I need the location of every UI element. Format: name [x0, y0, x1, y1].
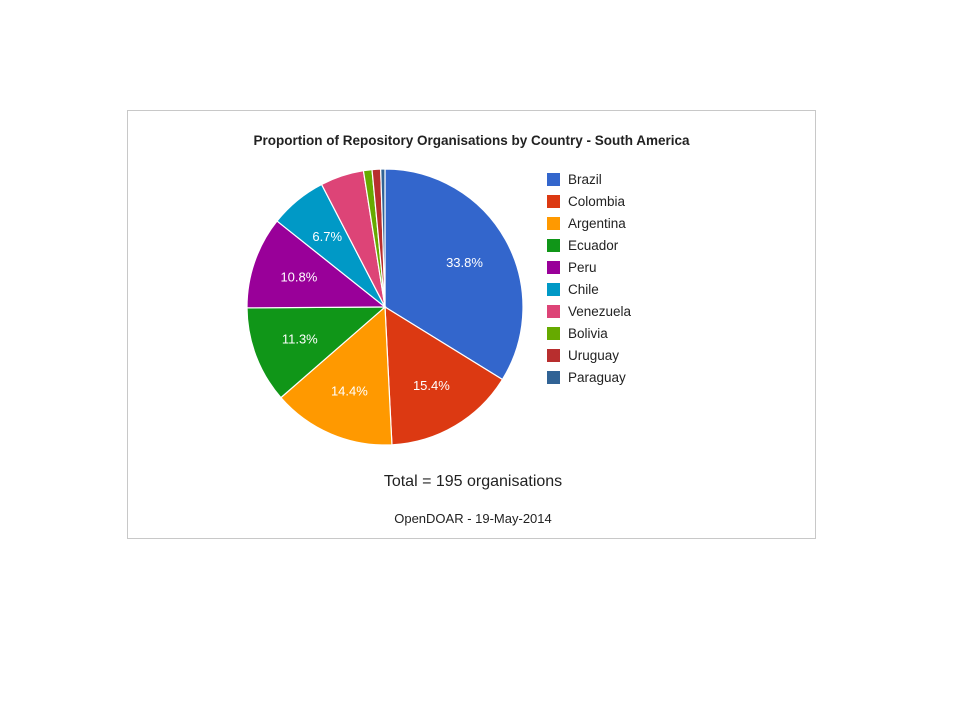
legend-item-paraguay[interactable]: Paraguay [547, 366, 631, 388]
legend-label: Chile [568, 281, 599, 297]
legend-label: Argentina [568, 215, 626, 231]
legend-swatch [547, 370, 560, 384]
legend-swatch [547, 238, 560, 252]
legend-swatch [547, 260, 560, 274]
pie-chart: 33.8% 15.4% 14.4% 11.3% 10.8% 6.7% [246, 168, 524, 446]
legend-swatch [547, 304, 560, 318]
slice-label-brazil: 33.8% [446, 255, 483, 270]
legend-item-chile[interactable]: Chile [547, 278, 631, 300]
slice-label-peru: 10.8% [280, 270, 317, 285]
legend-item-bolivia[interactable]: Bolivia [547, 322, 631, 344]
slice-label-chile: 6.7% [312, 229, 342, 244]
pie-slice-brazil[interactable] [384, 168, 524, 381]
legend-swatch [547, 326, 560, 340]
total-label: Total = 195 organisations [383, 473, 563, 490]
slice-label-ecuador: 11.3% [282, 332, 318, 347]
pie-slice-paraguay[interactable] [380, 168, 386, 308]
legend-item-brazil[interactable]: Brazil [547, 168, 631, 190]
legend-swatch [547, 348, 560, 362]
legend-item-uruguay[interactable]: Uruguay [547, 344, 631, 366]
legend-label: Venezuela [568, 303, 632, 319]
pie-slice-argentina[interactable] [280, 305, 393, 446]
legend-label: Ecuador [568, 237, 619, 253]
legend-label: Bolivia [568, 325, 608, 341]
legend-item-peru[interactable]: Peru [547, 256, 631, 278]
legend-item-ecuador[interactable]: Ecuador [547, 234, 631, 256]
chart-title: Proportion of Repository Organisations b… [253, 133, 690, 148]
source-label: OpenDOAR - 19-May-2014 [394, 511, 552, 526]
legend-label: Colombia [568, 193, 626, 209]
chart-container: Proportion of Repository Organisations b… [127, 110, 816, 539]
legend-swatch [547, 194, 560, 208]
legend-swatch [547, 216, 560, 230]
legend-swatch [547, 172, 560, 186]
pie-slice-ecuador[interactable] [246, 306, 387, 399]
chart-legend: Brazil Colombia Argentina Ecuador Peru Chile V… [547, 168, 631, 388]
legend-swatch [547, 282, 560, 296]
legend-label: Paraguay [568, 369, 626, 385]
legend-item-venezuela[interactable]: Venezuela [547, 300, 631, 322]
legend-label: Peru [568, 259, 597, 275]
legend-item-argentina[interactable]: Argentina [547, 212, 631, 234]
slice-label-argentina: 14.4% [331, 383, 368, 398]
legend-label: Uruguay [568, 347, 620, 363]
pie-slice-colombia[interactable] [384, 305, 504, 446]
slice-label-colombia: 15.4% [413, 378, 450, 393]
legend-item-colombia[interactable]: Colombia [547, 190, 631, 212]
legend-label: Brazil [568, 171, 602, 187]
pie-slice-peru[interactable] [246, 220, 387, 309]
